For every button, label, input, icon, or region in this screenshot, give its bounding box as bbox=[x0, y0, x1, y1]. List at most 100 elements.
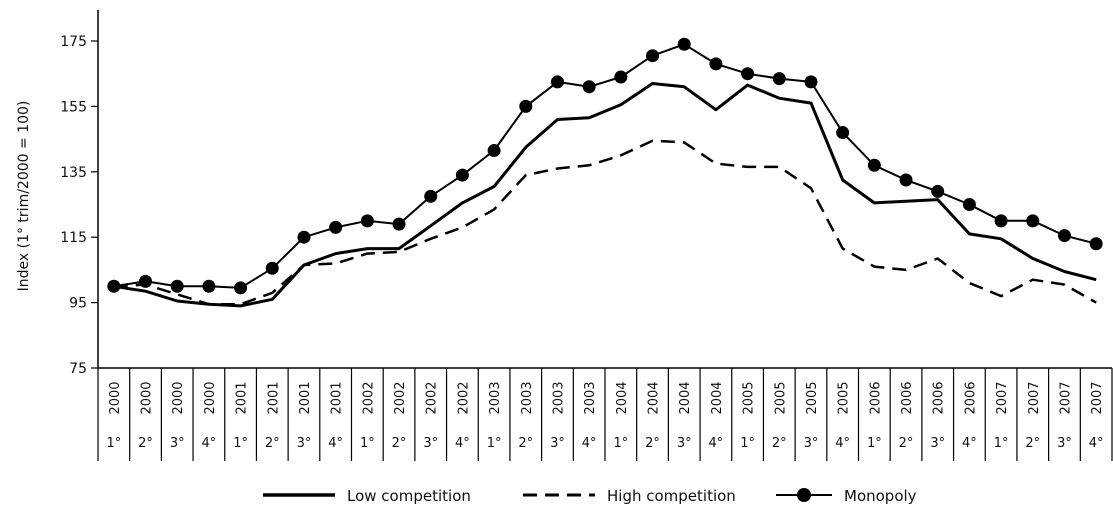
x-year-label: 2006 bbox=[868, 381, 883, 414]
data-point bbox=[899, 173, 913, 187]
x-quarter-label: 2° bbox=[645, 436, 660, 451]
x-year-label: 2005 bbox=[742, 381, 757, 414]
data-point bbox=[360, 214, 374, 228]
x-quarter-label: 1° bbox=[106, 436, 121, 451]
x-quarter-label: 2° bbox=[899, 436, 914, 451]
x-quarter-label: 3° bbox=[677, 436, 692, 451]
x-quarter-label: 3° bbox=[1057, 436, 1072, 451]
y-tick-label: 75 bbox=[69, 361, 87, 377]
x-year-label: 2007 bbox=[1058, 381, 1073, 414]
data-point bbox=[202, 279, 216, 293]
x-quarter-label: 1° bbox=[487, 436, 502, 451]
x-year-label: 2007 bbox=[1090, 381, 1105, 414]
data-point bbox=[677, 37, 691, 51]
x-quarter-label: 4° bbox=[328, 436, 343, 451]
x-quarter-label: 4° bbox=[455, 436, 470, 451]
x-quarter-label: 1° bbox=[233, 436, 248, 451]
x-year-label: 2001 bbox=[235, 381, 250, 414]
x-year-label: 2004 bbox=[647, 381, 662, 414]
data-point bbox=[392, 217, 406, 231]
data-point bbox=[1089, 237, 1103, 251]
x-year-label: 2002 bbox=[393, 381, 408, 414]
series-line bbox=[113, 82, 1097, 308]
data-point bbox=[170, 279, 184, 293]
x-quarter-label: 3° bbox=[930, 436, 945, 451]
y-tick-label: 135 bbox=[60, 165, 87, 181]
y-axis-label: Index (1° trim/2000 = 100) bbox=[16, 101, 32, 292]
x-year-label: 2007 bbox=[1027, 381, 1042, 414]
legend-marker bbox=[797, 488, 811, 502]
data-point bbox=[931, 184, 945, 198]
x-quarter-label: 4° bbox=[1089, 436, 1104, 451]
series-group bbox=[107, 37, 1103, 308]
x-year-label: 2001 bbox=[298, 381, 313, 414]
data-point bbox=[804, 75, 818, 89]
x-year-label: 2003 bbox=[583, 381, 598, 414]
x-quarter-label: 1° bbox=[613, 436, 628, 451]
series-line bbox=[113, 139, 1097, 306]
x-quarter-label: 3° bbox=[423, 436, 438, 451]
x-quarter-label: 1° bbox=[740, 436, 755, 451]
y-tick-label: 175 bbox=[60, 34, 87, 50]
data-point bbox=[836, 126, 850, 140]
x-year-label: 2004 bbox=[615, 381, 630, 414]
y-tick-label: 155 bbox=[60, 99, 87, 115]
data-point bbox=[424, 189, 438, 203]
x-year-label: 2005 bbox=[805, 381, 820, 414]
x-quarter-label: 3° bbox=[804, 436, 819, 451]
data-point bbox=[107, 279, 121, 293]
legend: Low competition High competition Monopoly bbox=[263, 487, 917, 505]
x-quarter-label: 1° bbox=[360, 436, 375, 451]
x-quarter-label: 4° bbox=[582, 436, 597, 451]
x-quarter-label: 2° bbox=[1025, 436, 1040, 451]
series-line bbox=[113, 43, 1097, 289]
x-quarter-label: 3° bbox=[297, 436, 312, 451]
data-point bbox=[550, 75, 564, 89]
x-year-label: 2000 bbox=[140, 381, 155, 414]
legend-label: Low competition bbox=[347, 487, 471, 505]
x-year-label: 2006 bbox=[963, 381, 978, 414]
data-point bbox=[455, 168, 469, 182]
data-point bbox=[614, 70, 628, 84]
data-point bbox=[1026, 214, 1040, 228]
legend-label: Monopoly bbox=[844, 487, 917, 505]
y-tick-label: 115 bbox=[60, 230, 87, 246]
data-point bbox=[234, 281, 248, 295]
x-quarter-label: 2° bbox=[392, 436, 407, 451]
data-point bbox=[741, 67, 755, 81]
x-quarter-label: 2° bbox=[265, 436, 280, 451]
data-point bbox=[139, 274, 153, 288]
x-quarter-label: 4° bbox=[709, 436, 724, 451]
y-ticks: 75 95 115 135 155 175 bbox=[60, 34, 98, 377]
x-year-label: 2000 bbox=[108, 381, 123, 414]
x-quarter-label: 1° bbox=[994, 436, 1009, 451]
x-year-label: 2004 bbox=[678, 381, 693, 414]
data-point bbox=[962, 198, 976, 211]
x-quarter-label: 4° bbox=[962, 436, 977, 451]
data-point bbox=[519, 99, 533, 113]
x-year-label: 2002 bbox=[456, 381, 471, 414]
data-point bbox=[772, 72, 786, 86]
data-point bbox=[1057, 229, 1071, 243]
x-year-label: 2005 bbox=[837, 381, 852, 414]
x-year-label: 2004 bbox=[710, 381, 725, 414]
x-quarter-label: 2° bbox=[518, 436, 533, 451]
x-year-label: 2001 bbox=[266, 381, 281, 414]
x-year-label: 2006 bbox=[900, 381, 915, 414]
x-quarter-label: 3° bbox=[550, 436, 565, 451]
x-year-label: 2000 bbox=[203, 381, 218, 414]
x-year-label: 2007 bbox=[995, 381, 1010, 414]
x-year-label: 2002 bbox=[425, 381, 440, 414]
axes bbox=[97, 10, 1112, 369]
x-year-label: 2003 bbox=[488, 381, 503, 414]
x-year-label: 2000 bbox=[171, 381, 186, 414]
x-year-label: 2002 bbox=[361, 381, 376, 414]
data-point bbox=[329, 220, 343, 234]
x-year-label: 2006 bbox=[932, 381, 947, 414]
x-quarter-label: 2° bbox=[772, 436, 787, 451]
data-point bbox=[646, 49, 660, 63]
x-quarter-label: 3° bbox=[170, 436, 185, 451]
data-point bbox=[582, 80, 596, 94]
x-quarter-label: 2° bbox=[138, 436, 153, 451]
